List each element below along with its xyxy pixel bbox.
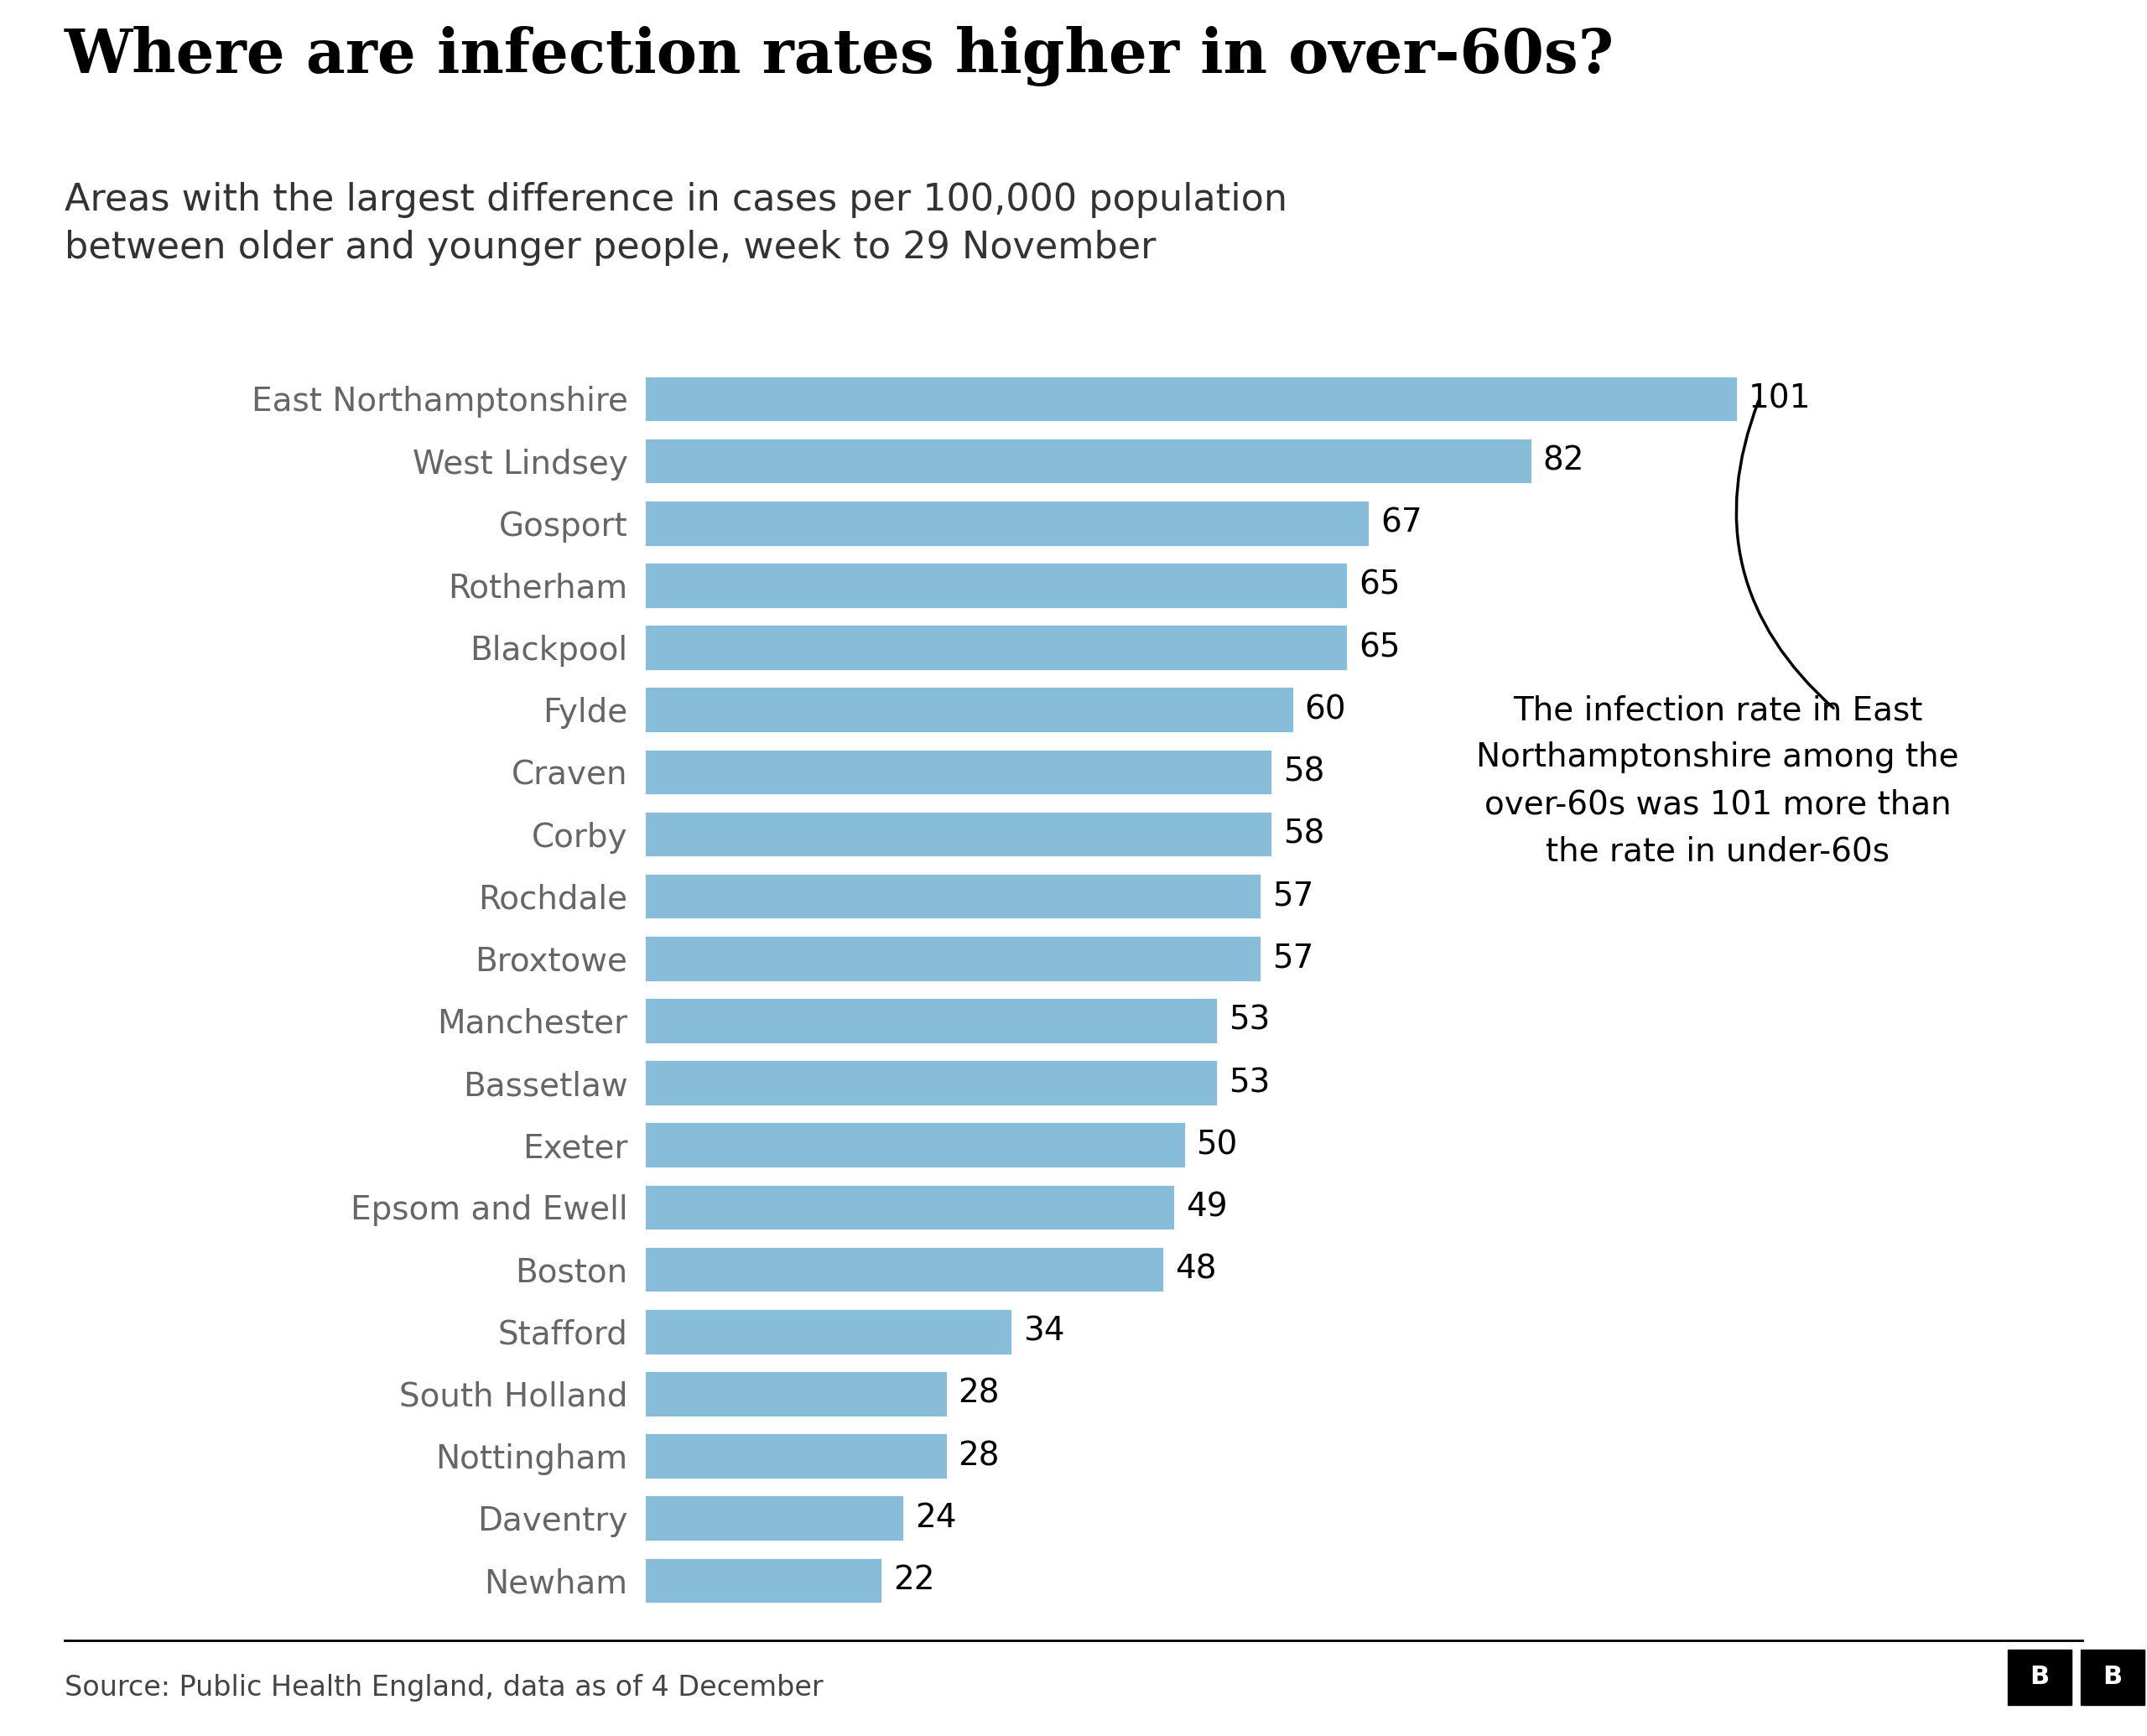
Text: 82: 82 (1544, 444, 1584, 477)
Bar (644, 437, 1533, 484)
Bar (644, 748, 1273, 795)
Bar (644, 811, 1273, 858)
Bar (644, 873, 1260, 920)
Bar (644, 1121, 1185, 1168)
Text: Source: Public Health England, data as of 4 December: Source: Public Health England, data as o… (64, 1674, 822, 1701)
Text: 53: 53 (1228, 1005, 1271, 1036)
Text: 101: 101 (1748, 384, 1812, 415)
Bar (644, 500, 1370, 547)
Text: 28: 28 (958, 1439, 1001, 1472)
Bar (644, 1557, 882, 1604)
Text: 24: 24 (915, 1502, 955, 1535)
Text: 58: 58 (1284, 818, 1325, 851)
Text: The infection rate in East
Northamptonshire among the
over-60s was 101 more than: The infection rate in East Northamptonsh… (1477, 694, 1958, 868)
Bar (644, 562, 1348, 609)
Bar (644, 1370, 947, 1417)
Text: 28: 28 (958, 1378, 1001, 1410)
Text: 49: 49 (1185, 1191, 1228, 1224)
Bar (644, 936, 1260, 983)
Text: 65: 65 (1359, 632, 1400, 663)
Text: 53: 53 (1228, 1068, 1271, 1099)
Bar (644, 375, 1737, 422)
Bar (644, 686, 1295, 733)
Bar (644, 1495, 904, 1542)
Text: 60: 60 (1305, 694, 1346, 726)
Text: Where are infection rates higher in over-60s?: Where are infection rates higher in over… (64, 26, 1615, 87)
Bar (644, 625, 1348, 670)
Bar (644, 1059, 1217, 1106)
Text: 57: 57 (1273, 880, 1314, 911)
Text: 65: 65 (1359, 569, 1400, 601)
Text: 48: 48 (1174, 1253, 1215, 1285)
Bar (644, 996, 1217, 1043)
Text: 50: 50 (1196, 1128, 1239, 1161)
Bar (644, 1432, 947, 1479)
Text: B: B (2029, 1665, 2050, 1689)
Bar (644, 1246, 1164, 1293)
Text: 67: 67 (1381, 507, 1421, 540)
Text: B: B (2102, 1665, 2123, 1689)
Text: 22: 22 (893, 1564, 934, 1595)
Text: 34: 34 (1024, 1316, 1065, 1347)
Bar (644, 1184, 1174, 1231)
Bar (644, 1309, 1011, 1354)
Text: Areas with the largest difference in cases per 100,000 population
between older : Areas with the largest difference in cas… (64, 182, 1288, 266)
Text: 57: 57 (1273, 943, 1314, 974)
Text: 58: 58 (1284, 755, 1325, 788)
